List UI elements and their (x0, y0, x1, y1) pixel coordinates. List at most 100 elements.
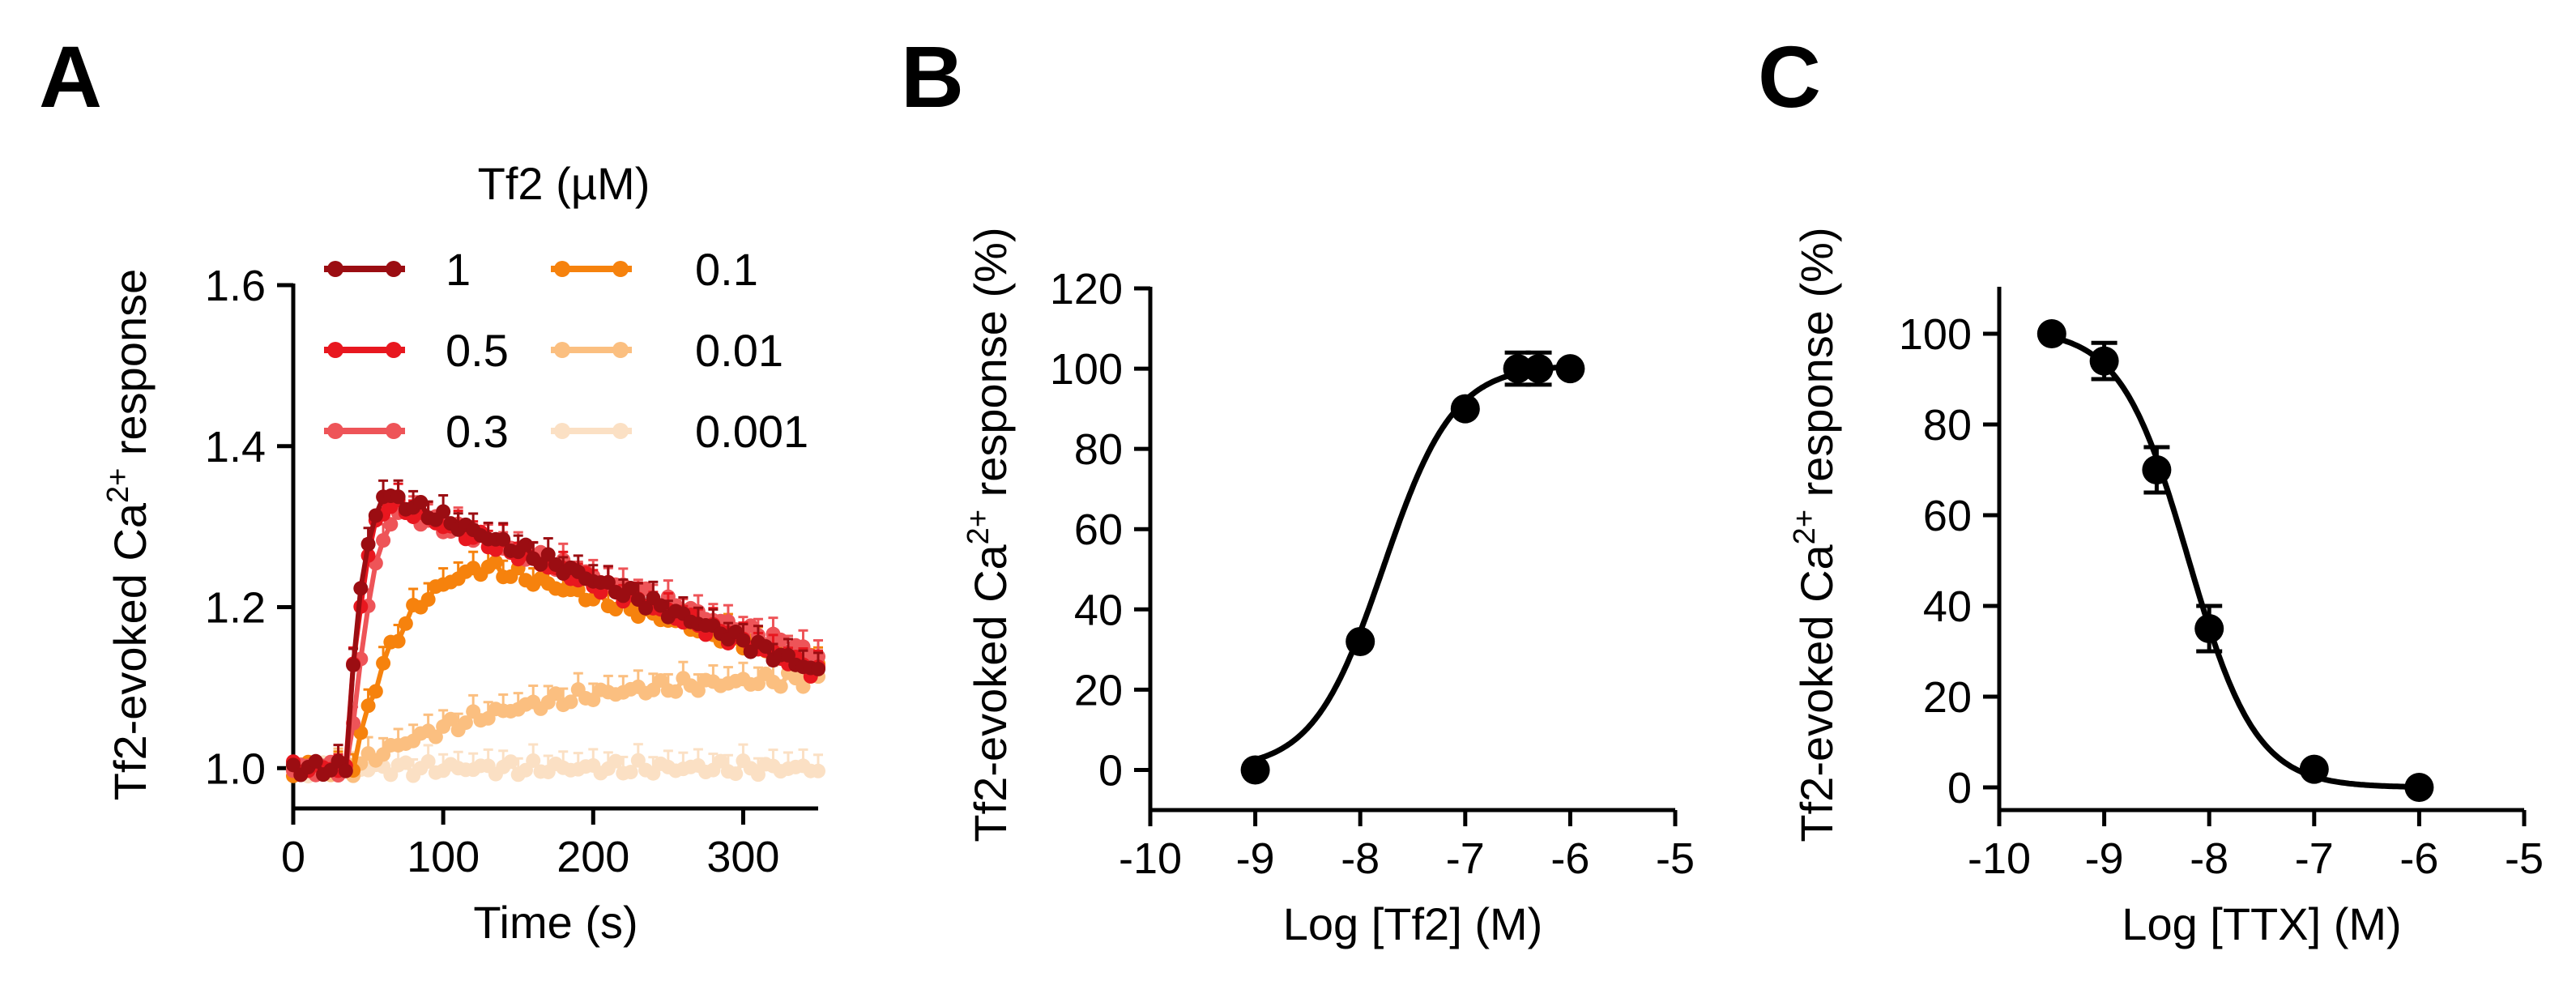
c-y-tick-label: 0 (1947, 764, 1972, 812)
a-data-point (518, 537, 533, 552)
a-data-point (526, 753, 541, 768)
a-legend-label: 1 (446, 244, 471, 295)
a-legend-swatch-dot (612, 261, 629, 277)
a-legend-swatch-dot (386, 261, 402, 277)
c-data-point (2194, 614, 2224, 643)
a-legend-swatch-dot (612, 423, 629, 439)
a-data-point (750, 676, 766, 692)
a-data-point (383, 517, 399, 532)
c-x-tick-label: -7 (2295, 834, 2334, 883)
a-legend-label: 0.1 (695, 244, 758, 295)
a-y-axis-label: Tf2-evoked Ca2+ response (101, 269, 156, 801)
a-y-tick-label: 1.0 (205, 744, 266, 793)
b-fit-curve (1254, 364, 1571, 763)
a-legend-swatch-dot (554, 261, 570, 277)
a-data-point (368, 684, 383, 699)
a-x-tick-label: 100 (407, 833, 480, 881)
a-data-point (398, 755, 413, 770)
c-y-tick-label: 100 (1899, 310, 1972, 359)
a-data-point (750, 767, 766, 783)
b-data-point (1450, 394, 1480, 424)
a-x-tick-label: 300 (706, 833, 779, 881)
a-data-point (390, 633, 406, 649)
a-data-point (690, 683, 706, 698)
c-y-tick-label: 80 (1923, 401, 1972, 450)
b-y-tick-label: 60 (1074, 505, 1123, 554)
c-y-tick-label: 60 (1923, 492, 1972, 540)
a-x-tick-label: 200 (557, 833, 629, 881)
a-y-tick-label: 1.6 (205, 262, 266, 310)
b-data-point (1240, 755, 1270, 785)
c-fit-curve (2051, 334, 2420, 790)
a-legend-label: 0.001 (695, 406, 808, 457)
a-data-point (638, 600, 654, 616)
a-legend-swatch-dot (554, 423, 570, 439)
c-y-tick-label: 40 (1923, 582, 1972, 631)
a-data-point (368, 508, 383, 523)
c-y-axis-label: Tf2-evoked Ca2+ response (%) (1788, 227, 1842, 842)
a-legend-swatch-dot (612, 342, 629, 358)
a-data-point (653, 672, 668, 688)
a-data-point (458, 715, 473, 731)
b-y-tick-label: 40 (1074, 586, 1123, 634)
a-legend-item (551, 261, 632, 277)
a-legend-swatch-dot (327, 423, 343, 439)
c-data-point (2404, 773, 2434, 802)
a-legend-swatch-dot (327, 342, 343, 358)
a-data-point (586, 692, 601, 707)
c-x-tick-label: -5 (2505, 834, 2544, 883)
panel-label-b: B (901, 28, 964, 126)
b-y-axis-label: Tf2-evoked Ca2+ response (%) (962, 227, 1016, 842)
a-data-point (811, 661, 825, 676)
a-data-point (488, 554, 503, 569)
a-data-point (346, 657, 361, 672)
a-data-point (736, 633, 751, 648)
c-y-tick-label: 20 (1923, 673, 1972, 722)
a-legend-item (551, 342, 632, 358)
c-x-tick-label: -9 (2085, 834, 2124, 883)
a-legend-title: Tf2 (µM) (478, 158, 650, 209)
a-data-point (353, 581, 369, 596)
c-data-point (2036, 319, 2066, 348)
b-y-tick-label: 100 (1050, 345, 1123, 394)
a-legend-swatch-dot (554, 342, 570, 358)
a-data-point (398, 616, 413, 631)
a-data-point (428, 729, 443, 744)
a-legend-item (324, 342, 405, 358)
a-x-tick-label: 0 (281, 833, 305, 881)
a-data-point (376, 533, 391, 548)
a-legend-item (324, 423, 405, 439)
a-data-point (496, 531, 511, 547)
b-y-tick-label: 20 (1074, 666, 1123, 714)
a-data-point (623, 765, 638, 780)
b-y-tick-label: 120 (1050, 265, 1123, 313)
panel-a-chart: 0 100 200 300 1.0 1.2 1.4 1.6 Time (s) Tf2-evoked… (101, 158, 825, 948)
c-x-axis-label: Log [TTX] (M) (2122, 898, 2401, 949)
a-data-point (390, 489, 406, 505)
a-data-point (503, 754, 518, 770)
a-data-point (338, 763, 353, 778)
b-x-tick-label: -9 (1236, 834, 1275, 883)
c-data-point (2089, 346, 2119, 376)
a-legend-swatch-dot (386, 423, 402, 439)
a-legend-label: 0.3 (446, 406, 509, 457)
a-data-point (668, 684, 684, 699)
c-data-point (2299, 754, 2329, 784)
a-legend-item (551, 423, 632, 439)
b-x-tick-label: -10 (1119, 834, 1182, 883)
a-x-axis-label: Time (s) (473, 897, 638, 948)
a-y-tick-label: 1.2 (205, 584, 266, 633)
b-x-tick-label: -7 (1446, 834, 1485, 883)
panel-label-a: A (39, 28, 102, 126)
panel-b-chart: -10 -9 -8 -7 -6 -5 0 20 40 60 80 100 120 Log [Tf2] (M… (962, 227, 1695, 949)
a-legend-label: 0.01 (695, 325, 783, 376)
a-data-point (420, 753, 436, 769)
a-data-point (308, 753, 323, 769)
a-data-point (728, 766, 744, 782)
a-data-point (811, 763, 825, 778)
a-data-point (795, 679, 811, 694)
a-data-point (360, 698, 376, 714)
a-series-1 (286, 479, 825, 783)
a-data-point (773, 679, 788, 694)
